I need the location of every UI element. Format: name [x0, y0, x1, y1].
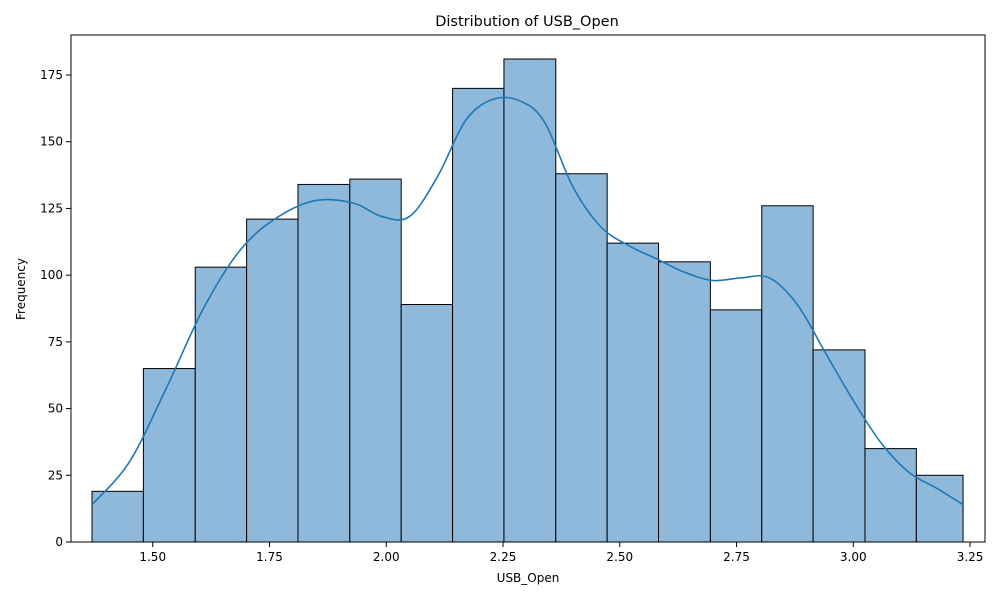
y-tick-label: 0 [55, 535, 63, 549]
histogram-bar [606, 242, 660, 543]
histogram-bar [915, 474, 964, 543]
histogram-bar [761, 205, 814, 543]
x-tick-label: 2.75 [723, 550, 750, 564]
y-tick-label: 100 [40, 268, 63, 282]
histogram-bar [91, 490, 144, 543]
histogram-bar [555, 173, 608, 543]
y-axis: 0 25 50 75 100 125 150 175 [40, 68, 71, 549]
histogram-bar [864, 448, 917, 543]
histogram-bar [503, 58, 557, 543]
y-tick-label: 50 [48, 402, 63, 416]
histogram-bar [246, 218, 299, 543]
x-tick-label: 1.50 [139, 550, 166, 564]
y-tick-label: 25 [48, 468, 63, 482]
y-tick-label: 75 [48, 335, 63, 349]
x-tick-label: 2.00 [373, 550, 400, 564]
x-tick-label: 1.75 [256, 550, 283, 564]
y-tick-label: 175 [40, 68, 63, 82]
histogram-bar [658, 261, 711, 543]
histogram-bar [349, 178, 402, 543]
histogram-bar [142, 368, 196, 543]
x-tick-label: 3.00 [840, 550, 867, 564]
histogram-bar [812, 349, 866, 543]
chart-title: Distribution of USB_Open [435, 14, 619, 30]
histogram-bar [297, 183, 351, 543]
histogram-bar [194, 266, 248, 543]
y-axis-label: Frequency [14, 258, 28, 320]
x-tick-label: 2.50 [606, 550, 633, 564]
histogram-bar [452, 87, 505, 543]
y-tick-label: 150 [40, 135, 63, 149]
x-axis: 1.50 1.75 2.00 2.25 2.50 2.75 3.00 3.25 [139, 542, 983, 564]
bars-group [91, 58, 964, 543]
x-axis-label: USB_Open [497, 571, 560, 585]
kde-curve [91, 96, 964, 506]
x-tick-label: 3.25 [957, 550, 984, 564]
histogram-bar [400, 304, 454, 543]
histogram-bar [709, 309, 763, 543]
plot-frame [70, 34, 986, 543]
y-tick-label: 125 [40, 201, 63, 215]
x-tick-label: 2.25 [490, 550, 517, 564]
